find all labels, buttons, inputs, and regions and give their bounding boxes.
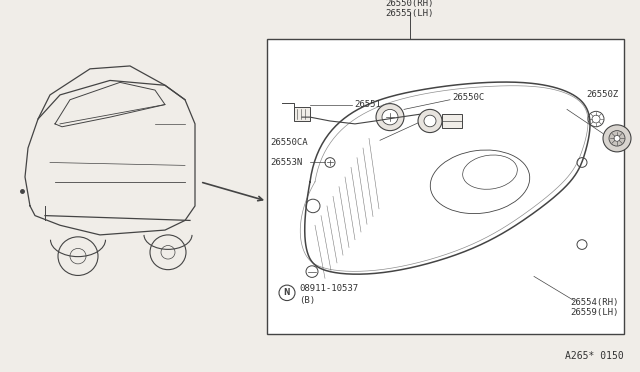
- Circle shape: [603, 125, 631, 152]
- Circle shape: [609, 131, 625, 146]
- Circle shape: [577, 240, 587, 249]
- Text: 26559(LH): 26559(LH): [571, 308, 619, 317]
- Circle shape: [382, 109, 398, 125]
- Circle shape: [614, 135, 620, 141]
- Text: (B): (B): [299, 296, 315, 305]
- Text: 26550Z: 26550Z: [587, 90, 619, 99]
- Text: 26551: 26551: [354, 100, 381, 109]
- Bar: [442, 114, 462, 128]
- Circle shape: [588, 111, 604, 127]
- Text: 26553N: 26553N: [270, 158, 302, 167]
- Text: 26554(RH): 26554(RH): [571, 298, 619, 307]
- Text: A265* 0150: A265* 0150: [565, 350, 624, 360]
- Circle shape: [306, 199, 320, 213]
- Text: 26550(RH): 26550(RH): [386, 0, 434, 8]
- Text: 26550CA: 26550CA: [270, 138, 308, 147]
- Circle shape: [376, 104, 404, 131]
- Text: 26550C: 26550C: [452, 93, 484, 102]
- Circle shape: [577, 158, 587, 167]
- Text: N: N: [284, 288, 291, 297]
- Text: 08911-10537: 08911-10537: [299, 285, 358, 294]
- Bar: [267, 39, 624, 334]
- Circle shape: [306, 266, 318, 278]
- Circle shape: [418, 109, 442, 132]
- Text: 26555(LH): 26555(LH): [386, 9, 434, 18]
- Circle shape: [325, 158, 335, 167]
- Bar: [294, 108, 310, 121]
- Circle shape: [279, 285, 295, 301]
- Circle shape: [424, 115, 436, 127]
